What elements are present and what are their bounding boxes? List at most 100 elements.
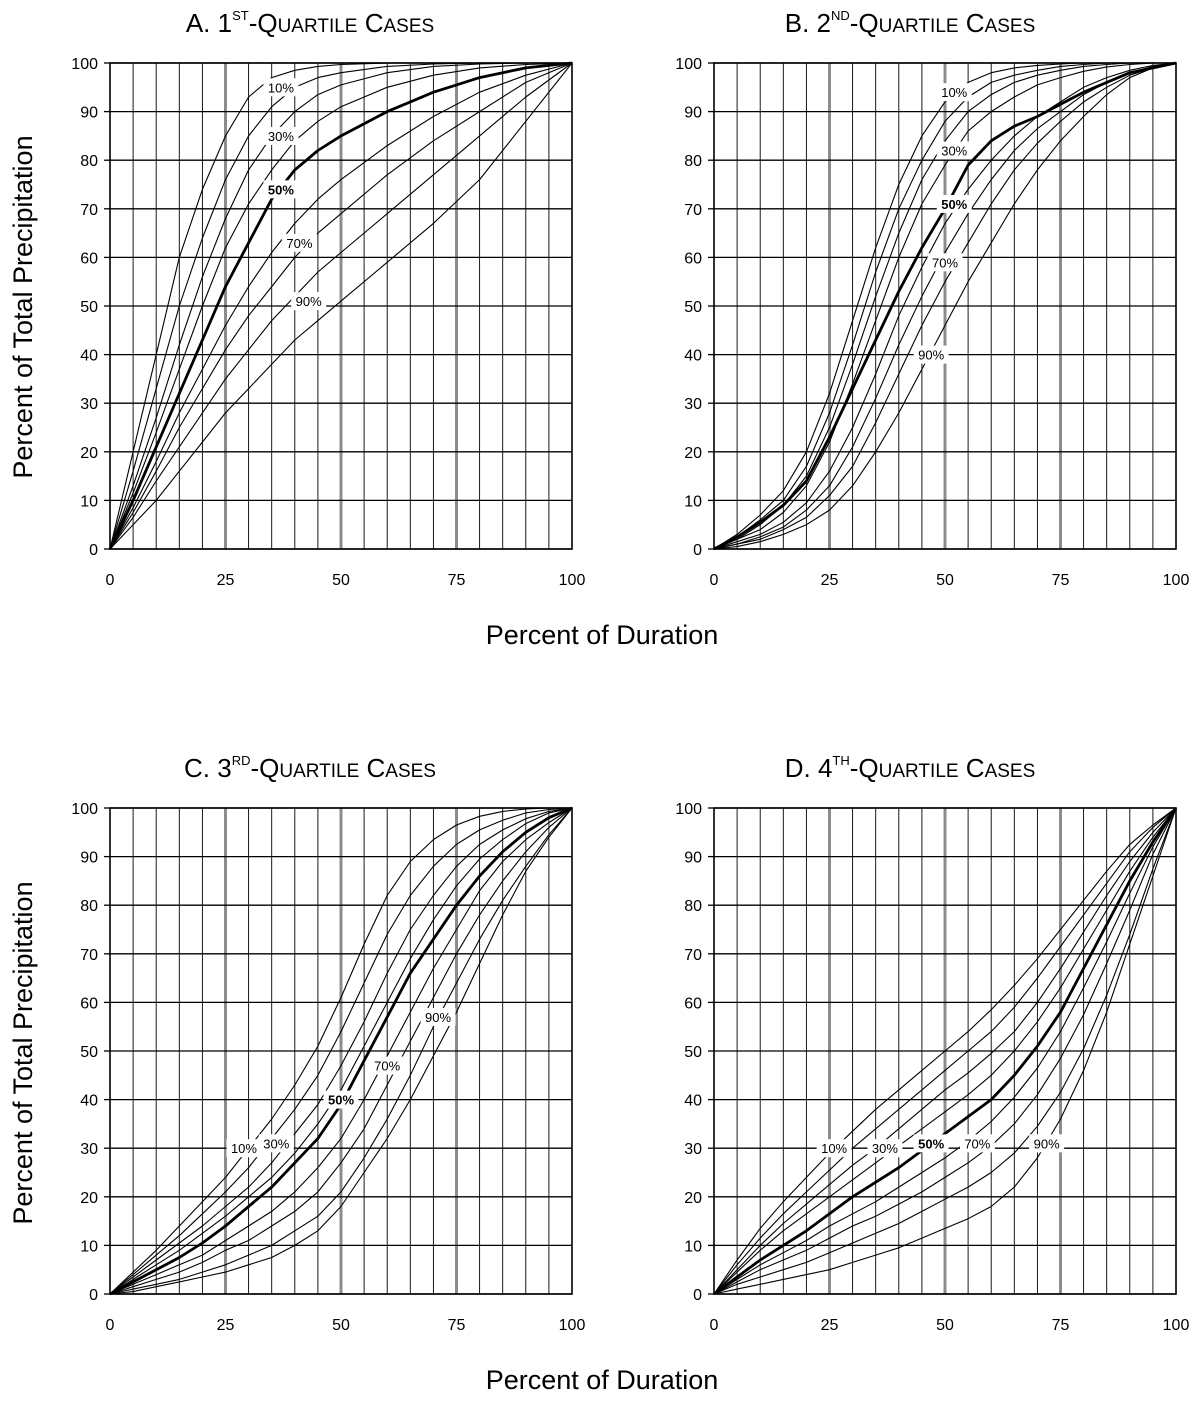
panel-a-series-line-7 xyxy=(109,62,573,550)
panel-b-xtick-label: 25 xyxy=(821,572,839,589)
panel-b-series-line-5 xyxy=(713,62,1177,550)
panel-d-label-bg xyxy=(1029,1134,1065,1153)
panel-b-label-bg xyxy=(936,141,972,160)
panel-d-ytick-label: 80 xyxy=(684,898,702,915)
panel-b-series-line-3 xyxy=(713,62,1176,550)
panel-c-xtick-label: 25 xyxy=(217,1317,235,1334)
panel-d-title: D. 4TH-QUARTILE CASES xyxy=(784,753,1036,783)
panel-b-ytick-label: 50 xyxy=(684,299,702,316)
panel-a-curve-label: 90% xyxy=(296,294,322,309)
panel-d-curve-label: 30% xyxy=(872,1141,898,1156)
panel-c-curve-label: 10% xyxy=(231,1141,257,1156)
panel-a-label-bg xyxy=(263,180,299,199)
panel-c-label-bg xyxy=(323,1090,359,1109)
panel-a-plot: 0 10 20 30 40 50 60 70 80 90 100 0 25 50 75 100 10% 30% 50… xyxy=(71,56,585,589)
panel-d-series-line-7 xyxy=(713,807,1177,1295)
panel-a-ytick-label: 40 xyxy=(80,348,98,365)
panel-b-ytick-label: 90 xyxy=(684,105,702,122)
panel-d-label-bg xyxy=(959,1134,995,1153)
panel-a-series-line-3 xyxy=(109,62,573,550)
panel-a-xtick-label: 75 xyxy=(448,572,466,589)
panel-d-series-70pct xyxy=(713,807,1177,1295)
panel-d-ytick-label: 90 xyxy=(684,850,702,867)
panel-c-ytick-label: 10 xyxy=(80,1238,98,1255)
panel-c-series-70pct xyxy=(109,807,573,1295)
panel-a-series-50pct xyxy=(108,61,573,550)
panel-a-ytick-label: 70 xyxy=(80,202,98,219)
panel-c-series-line-5 xyxy=(109,807,573,1295)
panel-d-series-line-3 xyxy=(713,807,1177,1295)
panel-b-xtick-label: 50 xyxy=(936,572,954,589)
panel-b-curve-label: 10% xyxy=(941,85,967,100)
panel-d-label-bg xyxy=(913,1134,949,1153)
panel-b-series-line-1 xyxy=(713,62,1176,550)
panel-b-title: B. 2ND-QUARTILE CASES xyxy=(784,8,1036,38)
panel-d-curve-label: 90% xyxy=(1034,1136,1060,1151)
panel-c-grid xyxy=(109,807,573,1295)
panel-a-curve-label: 10% xyxy=(268,80,294,95)
x-axis-label-top: Percent of Duration xyxy=(485,620,719,650)
panel-b-label-bg xyxy=(936,194,972,213)
panel-d-xtick-label: 75 xyxy=(1052,1317,1070,1334)
panel-a-label-bg xyxy=(281,233,317,252)
panel-a-xtick-label: 50 xyxy=(332,572,350,589)
panel-d-ytick-label: 50 xyxy=(684,1044,702,1061)
panel-c-xtick-label: 50 xyxy=(332,1317,350,1334)
panel-a-label-bg xyxy=(263,126,299,145)
panel-c-label-bg xyxy=(226,1139,262,1158)
panel-d-xtick-label: 100 xyxy=(1163,1317,1190,1334)
panel-c: C. 3RD-QUARTILE CASES 0 10 20 30 40 50 60 70 80 9… xyxy=(0,745,600,1365)
panel-d-ytick-label: 10 xyxy=(684,1238,702,1255)
panel-b-ytick-label: 20 xyxy=(684,445,702,462)
panel-a-ytick-label: 0 xyxy=(89,542,98,559)
panel-a-title: A. 1ST-QUARTILE CASES xyxy=(185,8,435,38)
panel-c-ytick-label: 40 xyxy=(80,1093,98,1110)
panel-c-curve-label: 90% xyxy=(425,1010,451,1025)
panel-c-ytick-label: 20 xyxy=(80,1190,98,1207)
panel-c-ytick-label: 100 xyxy=(71,801,98,818)
panel-d-ytick-label: 60 xyxy=(684,995,702,1012)
panel-b-label-bg xyxy=(913,345,949,364)
panel-c-label-bg xyxy=(258,1134,294,1153)
panel-c-curve-label: 30% xyxy=(263,1136,289,1151)
panel-d-label-bg xyxy=(816,1139,852,1158)
panel-c-ytick-label: 70 xyxy=(80,947,98,964)
x-axis-label-bottom: Percent of Duration xyxy=(485,1365,719,1395)
panel-b-series-70pct xyxy=(713,62,1177,550)
panel-b-curve-label: 30% xyxy=(941,143,967,158)
panel-c-series-10pct xyxy=(109,807,572,1295)
panel-b-label-bg xyxy=(936,83,972,102)
panel-c-ytick-label: 30 xyxy=(80,1141,98,1158)
panel-b-ytick-label: 10 xyxy=(684,493,702,510)
panel-b-ytick-label: 70 xyxy=(684,202,702,219)
panel-b-ytick-label: 40 xyxy=(684,348,702,365)
panel-b-ytick-label: 30 xyxy=(684,396,702,413)
panel-d-xtick-label: 0 xyxy=(710,1317,719,1334)
panel-b-xtick-label: 75 xyxy=(1052,572,1070,589)
panel-d-ytick-label: 20 xyxy=(684,1190,702,1207)
panel-a-ytick-label: 90 xyxy=(80,105,98,122)
panel-d-ytick-label: 40 xyxy=(684,1093,702,1110)
panel-b-plot: 0 10 20 30 40 50 60 70 80 90 100 0 25 50 75 100 10% 30% 50… xyxy=(675,56,1189,589)
panel-d: D. 4TH-QUARTILE CASES 0 10 20 30 40 50 60 70 80 9… xyxy=(604,745,1204,1365)
panel-a-ytick-label: 30 xyxy=(80,396,98,413)
panel-a-series-30pct xyxy=(109,62,572,550)
panel-b-series-90pct xyxy=(713,62,1177,550)
panel-d-xtick-label: 25 xyxy=(821,1317,839,1334)
panel-d-curve-label: 50% xyxy=(918,1136,944,1151)
panel-d-xtick-label: 50 xyxy=(936,1317,954,1334)
panel-c-curve-label: 50% xyxy=(328,1093,354,1108)
panel-c-plot: 0 10 20 30 40 50 60 70 80 90 100 0 25 50 75 100 10% 30% 50… xyxy=(71,801,585,1334)
panel-a-xtick-label: 25 xyxy=(217,572,235,589)
panel-b-ytick-label: 60 xyxy=(684,250,702,267)
y-axis-label-top: Percent of Total Precipitation xyxy=(8,135,38,479)
panel-b-series-line-7 xyxy=(713,62,1177,550)
panel-d-ytick-label: 0 xyxy=(693,1287,702,1304)
panel-b-ytick-label: 80 xyxy=(684,153,702,170)
panel-d-ytick-label: 70 xyxy=(684,947,702,964)
panel-a-series-70pct xyxy=(109,62,573,550)
panel-c-series-line-7 xyxy=(109,807,573,1295)
panel-d-series-90pct xyxy=(713,807,1177,1295)
panel-c-label-bg xyxy=(369,1056,405,1075)
panel-a-curve-label: 70% xyxy=(286,236,312,251)
